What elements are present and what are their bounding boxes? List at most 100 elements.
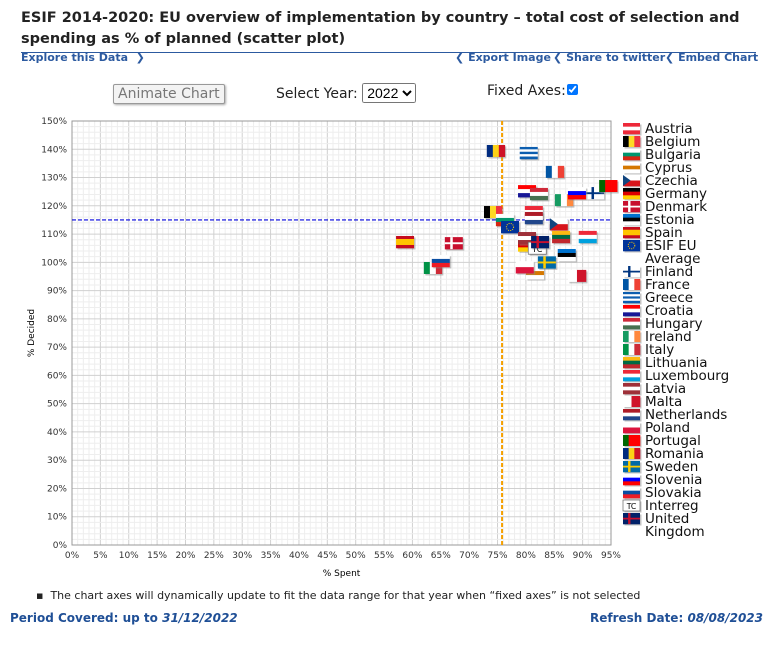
flag-stripe [524, 211, 543, 217]
flag-cross [586, 192, 605, 195]
x-tick-label: 55% [374, 551, 394, 561]
legend-label-denmark: Denmark [645, 199, 707, 215]
flag-stripe [529, 187, 548, 193]
x-tick-label: 90% [573, 551, 593, 561]
x-tick-label: 45% [317, 551, 337, 561]
flag-stripe [396, 244, 415, 249]
eu-stars [505, 222, 515, 232]
legend-flag-latvia [623, 383, 642, 396]
export-image-link[interactable]: ❮ Export Image [455, 51, 551, 64]
fixed-axes-checkbox[interactable] [566, 84, 578, 95]
flag-stripe [623, 240, 640, 252]
y-tick-label: 120% [41, 202, 67, 212]
flag-stripe [623, 308, 640, 313]
x-tick-label: 30% [232, 551, 252, 561]
flag-stripe [525, 275, 544, 280]
x-tick-label: 75% [488, 551, 508, 561]
flag-stripe [498, 144, 506, 157]
legend-flag-austria [623, 123, 642, 136]
legend-label-esif-eu-average: ESIF EU [645, 238, 697, 254]
flag-stripe [611, 180, 618, 193]
flag-stripe [549, 224, 568, 231]
flag-stripe [623, 279, 629, 290]
legend-flag-spain [623, 227, 642, 240]
flag-stripe [549, 218, 568, 225]
legend-flag-bulgaria [623, 149, 642, 162]
flag-stripe [567, 195, 586, 200]
embed-chart-link[interactable]: ❮ Embed Chart [665, 51, 758, 64]
period-value: 31/12/2022 [162, 611, 238, 625]
flag-stripe [578, 238, 597, 244]
flag-stripe [623, 481, 640, 486]
flag-stripe [495, 206, 503, 219]
x-tick-label: 40% [289, 551, 309, 561]
flag-stripe [519, 146, 538, 150]
legend-flag-esif-eu-average [623, 240, 642, 253]
legend-flag-netherlands [623, 409, 642, 422]
flag-stripe [623, 162, 640, 166]
flag-stripe [431, 258, 450, 264]
flag-stripe [634, 344, 641, 355]
flag-cross [623, 270, 640, 273]
flag-stripe [623, 227, 640, 231]
flag-stripe [623, 152, 640, 157]
flag-stripe [623, 435, 629, 446]
legend-label-cyprus: Cyprus [645, 160, 692, 176]
x-tick-label: 15% [147, 551, 167, 561]
flag-stripe [501, 221, 520, 234]
flag-stripe [431, 254, 450, 260]
data-point-denmark [444, 237, 465, 251]
flag-stripe [634, 448, 641, 459]
flag-stripe [495, 217, 514, 223]
data-point-france [545, 165, 566, 180]
flag-stripe [524, 219, 543, 225]
legend-flag-croatia [623, 305, 642, 318]
flag-stripe [634, 279, 641, 290]
flag-stripe [518, 247, 537, 252]
flag-stripe [623, 305, 640, 309]
explore-data-link[interactable]: Explore this Data ❯ [21, 51, 145, 64]
flag-stripe [623, 136, 629, 147]
legend-label-esif-eu-average: Average [645, 251, 700, 267]
flag-stripe [623, 229, 640, 233]
animate-chart-button[interactable]: Animate Chart [113, 84, 225, 104]
legend-label-germany: Germany [645, 186, 707, 202]
y-tick-label: 20% [47, 484, 67, 494]
data-point-portugal [599, 180, 619, 194]
flag-stripe [623, 195, 640, 200]
legend-flag-poland [623, 422, 642, 435]
year-select[interactable]: 2022 [362, 83, 417, 103]
flag-stripe [623, 409, 640, 413]
legend-label-ireland: Ireland [645, 329, 692, 345]
flag-stripe [576, 269, 587, 282]
data-point-esif-eu-average [501, 221, 521, 235]
chevron-left-icon: ❮ [553, 51, 563, 64]
flag-stripe [557, 252, 576, 258]
flag-stripe [524, 206, 543, 211]
flag-stripe [396, 235, 415, 240]
x-tick-label: 50% [346, 551, 366, 561]
flag-stripe [623, 494, 640, 499]
flag-stripe [623, 344, 629, 355]
year-label: Select Year: [276, 86, 358, 102]
data-point-hungary [529, 187, 550, 202]
legend-flag-denmark [623, 201, 642, 214]
legend-flag-cyprus [623, 162, 642, 175]
flag-stripe [605, 180, 612, 193]
data-point-greece [519, 146, 540, 161]
flag-stripe [623, 123, 640, 127]
legend-label-interreg: Interreg [645, 498, 699, 514]
flag-stripe [515, 261, 534, 268]
flag-stripe [557, 256, 576, 262]
flag-stripe [623, 370, 640, 374]
flag-stripe [623, 422, 640, 428]
flag-stripe [552, 234, 571, 240]
flag-border [622, 499, 641, 512]
flag-stripe [518, 240, 537, 245]
legend-label-united-kingdom: Kingdom [645, 524, 705, 540]
y-tick-label: 130% [41, 174, 67, 184]
legend-label-greece: Greece [645, 290, 693, 306]
flag-stripe [628, 435, 635, 446]
share-twitter-link[interactable]: ❮ Share to twitter [553, 51, 665, 64]
plot-frame [71, 120, 612, 546]
